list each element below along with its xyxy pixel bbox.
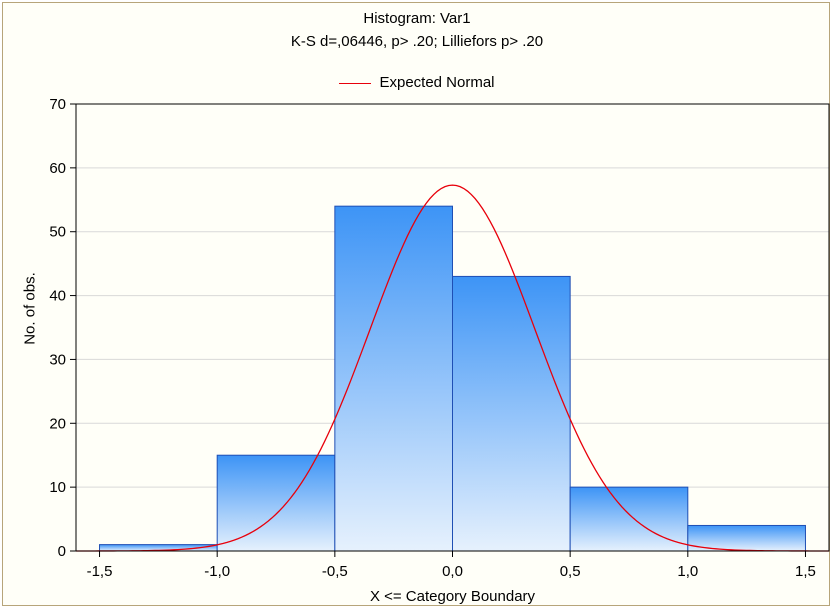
chart-title: Histogram: Var1 [363, 10, 471, 27]
x-axis-label: X <= Category Boundary [369, 588, 536, 605]
x-tick-label: -1,0 [204, 563, 230, 580]
legend: Expected Normal [0, 74, 834, 91]
y-tick-label: 70 [49, 96, 66, 113]
x-tick-label: 1,0 [677, 563, 698, 580]
histogram-bar [569, 486, 689, 552]
expected-normal-curve [76, 184, 829, 552]
histogram-bar [216, 454, 336, 552]
x-tick-label: 0,5 [560, 563, 581, 580]
x-tick-label: -0,5 [322, 563, 348, 580]
y-tick-label: 10 [49, 479, 66, 496]
y-tick-label: 50 [49, 224, 66, 241]
legend-label-expected-normal: Expected Normal [379, 74, 495, 91]
legend-swatch-expected-normal [339, 82, 372, 84]
y-tick-label: 0 [58, 543, 66, 560]
histogram-bar [334, 205, 453, 552]
x-tick-label: 1,5 [795, 563, 816, 580]
y-tick-label: 60 [49, 160, 66, 177]
histogram-bar [452, 275, 571, 552]
x-tick-label: 0,0 [442, 563, 463, 580]
x-tick-label: -1,5 [87, 563, 113, 580]
chart-subtitle: K-S d=,06446, p> .20; Lilliefors p> .20 [290, 33, 544, 50]
y-tick-label: 30 [49, 351, 66, 368]
y-tick-label: 20 [49, 415, 66, 432]
y-tick-label: 40 [49, 288, 66, 305]
